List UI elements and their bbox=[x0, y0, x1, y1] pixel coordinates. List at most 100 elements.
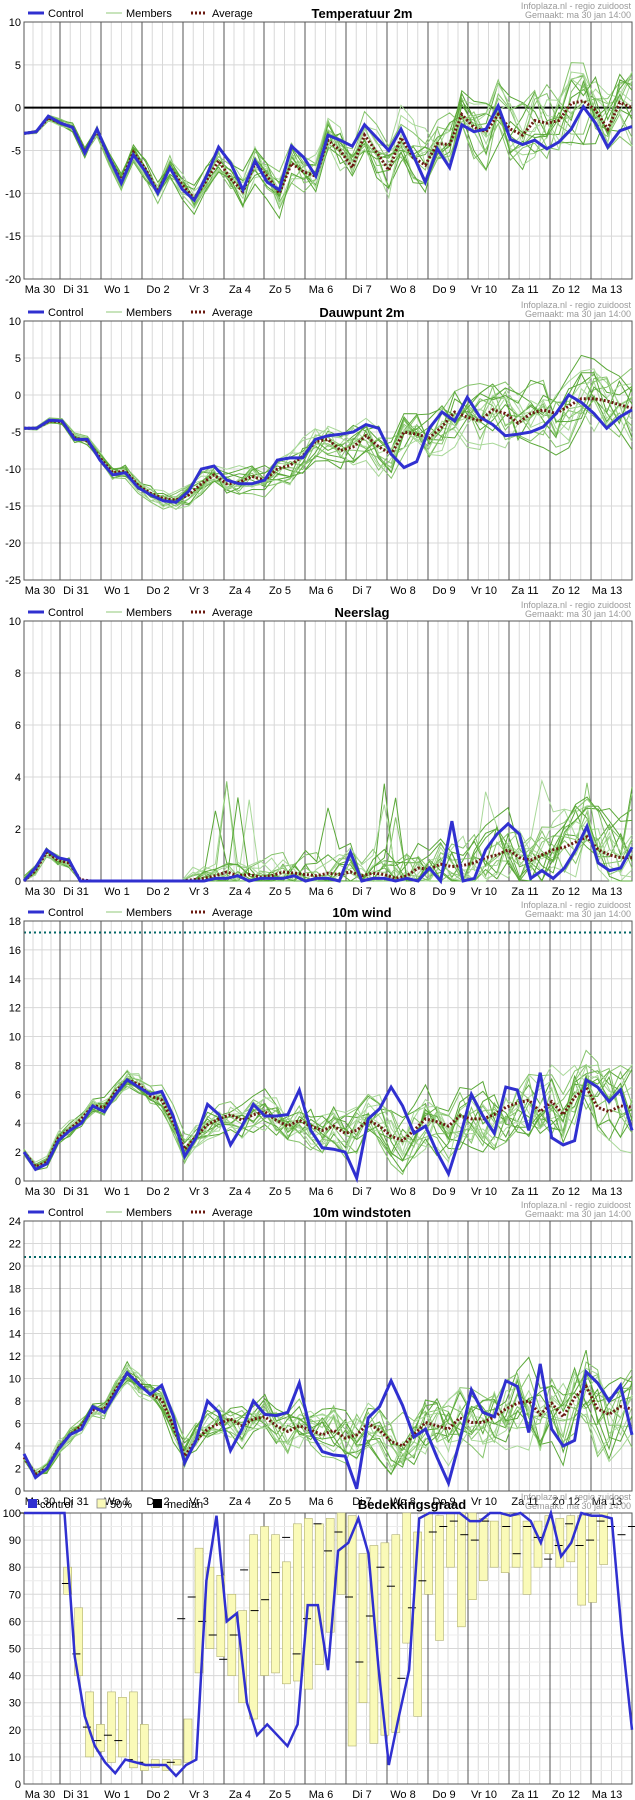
x-day-label: Wo 8 bbox=[390, 1496, 415, 1508]
y-tick-label: -20 bbox=[5, 274, 21, 286]
control-line bbox=[23, 102, 633, 203]
legend-50pct-swatch bbox=[96, 1498, 107, 1509]
x-day-label: Vr 3 bbox=[189, 886, 209, 898]
x-day-label: Za 4 bbox=[229, 585, 251, 597]
member-line bbox=[23, 1064, 633, 1166]
x-day-label: Za 4 bbox=[229, 284, 251, 296]
x-day-label: Di 7 bbox=[352, 1496, 372, 1508]
band-50pct bbox=[402, 1512, 412, 1644]
legend-average-label: Average bbox=[212, 307, 253, 319]
y-tick-label: 100 bbox=[3, 1508, 21, 1520]
x-day-label: Ma 30 bbox=[25, 585, 56, 597]
source-label: Infoplaza.nl - regio zuidoost bbox=[521, 600, 632, 610]
made-label: Gemaakt: ma 30 jan 14:00 bbox=[525, 909, 631, 919]
y-tick-label: -15 bbox=[5, 231, 21, 243]
x-day-label: Zo 12 bbox=[552, 886, 580, 898]
x-day-label: Wo 1 bbox=[104, 886, 129, 898]
x-day-label: Do 9 bbox=[432, 585, 455, 597]
x-day-label: Zo 12 bbox=[552, 1186, 580, 1198]
x-day-label: Zo 12 bbox=[552, 284, 580, 296]
legend-control-label: Control bbox=[48, 1207, 83, 1219]
band-50pct bbox=[435, 1515, 444, 1641]
y-tick-label: 18 bbox=[9, 1284, 21, 1296]
band-50pct bbox=[129, 1691, 138, 1769]
band-50pct bbox=[249, 1534, 258, 1720]
member-line bbox=[23, 76, 633, 220]
source-label: Infoplaza.nl - regio zuidoost bbox=[521, 1200, 632, 1210]
member-line bbox=[23, 1074, 633, 1165]
y-tick-label: 20 bbox=[9, 1261, 21, 1273]
band-50pct bbox=[555, 1518, 565, 1568]
x-day-label: Di 31 bbox=[63, 1789, 89, 1800]
y-tick-label: 8 bbox=[15, 1060, 21, 1072]
source-label: Infoplaza.nl - regio zuidoost bbox=[521, 1, 632, 11]
band-50pct bbox=[522, 1520, 532, 1595]
x-day-label: Di 7 bbox=[352, 886, 372, 898]
x-day-label: Vr 3 bbox=[189, 284, 209, 296]
y-tick-label: 6 bbox=[15, 1089, 21, 1101]
x-day-label: Do 9 bbox=[432, 1496, 455, 1508]
x-day-label: Di 7 bbox=[352, 284, 372, 296]
y-tick-label: 10 bbox=[9, 1752, 21, 1764]
x-day-label: Do 9 bbox=[432, 284, 455, 296]
band-50pct bbox=[96, 1724, 105, 1752]
x-day-label: Wo 8 bbox=[390, 886, 415, 898]
y-tick-label: 0 bbox=[15, 103, 21, 115]
x-day-label: Do 9 bbox=[432, 1789, 455, 1800]
x-day-label: Wo 8 bbox=[390, 1789, 415, 1800]
member-line bbox=[23, 1380, 633, 1477]
x-day-label: Ma 13 bbox=[592, 585, 623, 597]
x-day-label: Za 4 bbox=[229, 1496, 251, 1508]
y-tick-label: 0 bbox=[15, 876, 21, 888]
band-50pct bbox=[150, 1759, 160, 1768]
x-day-label: Wo 1 bbox=[104, 585, 129, 597]
y-tick-label: -20 bbox=[5, 538, 21, 550]
y-tick-label: 16 bbox=[9, 945, 21, 957]
x-day-label: Di 31 bbox=[63, 1496, 89, 1508]
member-line bbox=[23, 354, 633, 501]
source-label: Infoplaza.nl - regio zuidoost bbox=[521, 900, 632, 910]
x-day-label: Vr 10 bbox=[471, 1789, 497, 1800]
x-day-label: Ma 30 bbox=[25, 1186, 56, 1198]
y-tick-label: 0 bbox=[15, 1779, 21, 1791]
chart-title: Neerslag bbox=[335, 605, 390, 620]
x-day-label: Ma 30 bbox=[25, 284, 56, 296]
legend-members-label: Members bbox=[126, 907, 172, 919]
legend-members-label: Members bbox=[126, 607, 172, 619]
y-tick-label: 24 bbox=[9, 1216, 21, 1228]
legend-control-label: control bbox=[40, 1499, 73, 1511]
band-50pct bbox=[216, 1575, 226, 1657]
x-day-label: Do 2 bbox=[146, 585, 169, 597]
member-line bbox=[23, 83, 633, 204]
x-day-label: Zo 5 bbox=[269, 886, 291, 898]
band-50pct bbox=[118, 1697, 127, 1758]
x-day-label: Do 2 bbox=[146, 1186, 169, 1198]
x-day-label: Do 2 bbox=[146, 1789, 169, 1800]
y-tick-label: 16 bbox=[9, 1306, 21, 1318]
x-day-label: Do 2 bbox=[146, 886, 169, 898]
x-day-label: Za 4 bbox=[229, 886, 251, 898]
y-tick-label: 10 bbox=[9, 616, 21, 628]
x-day-label: Ma 6 bbox=[309, 886, 333, 898]
made-label: Gemaakt: ma 30 jan 14:00 bbox=[525, 309, 631, 319]
control-line bbox=[24, 392, 633, 504]
band-50pct bbox=[391, 1534, 401, 1733]
plot-border bbox=[23, 21, 633, 280]
chart-title: 10m windstoten bbox=[313, 1205, 411, 1220]
average-line bbox=[22, 834, 632, 883]
legend-control-label: Control bbox=[48, 907, 83, 919]
y-tick-label: 4 bbox=[15, 1441, 21, 1453]
band-50pct bbox=[194, 1547, 204, 1674]
legend-average-label: Average bbox=[212, 607, 253, 619]
x-day-label: Zo 5 bbox=[269, 284, 291, 296]
x-day-label: Ma 30 bbox=[25, 1789, 56, 1800]
made-label: Gemaakt: ma 30 jan 14:00 bbox=[525, 609, 631, 619]
x-day-label: Wo 1 bbox=[104, 1186, 129, 1198]
y-tick-label: 0 bbox=[15, 1176, 21, 1188]
legend-median-swatch bbox=[153, 1499, 162, 1508]
x-day-label: Za 4 bbox=[229, 1789, 251, 1800]
x-day-label: Di 7 bbox=[352, 1789, 372, 1800]
x-day-label: Di 31 bbox=[63, 1186, 89, 1198]
chart-title: 10m wind bbox=[332, 905, 391, 920]
x-day-label: Za 11 bbox=[511, 886, 538, 898]
